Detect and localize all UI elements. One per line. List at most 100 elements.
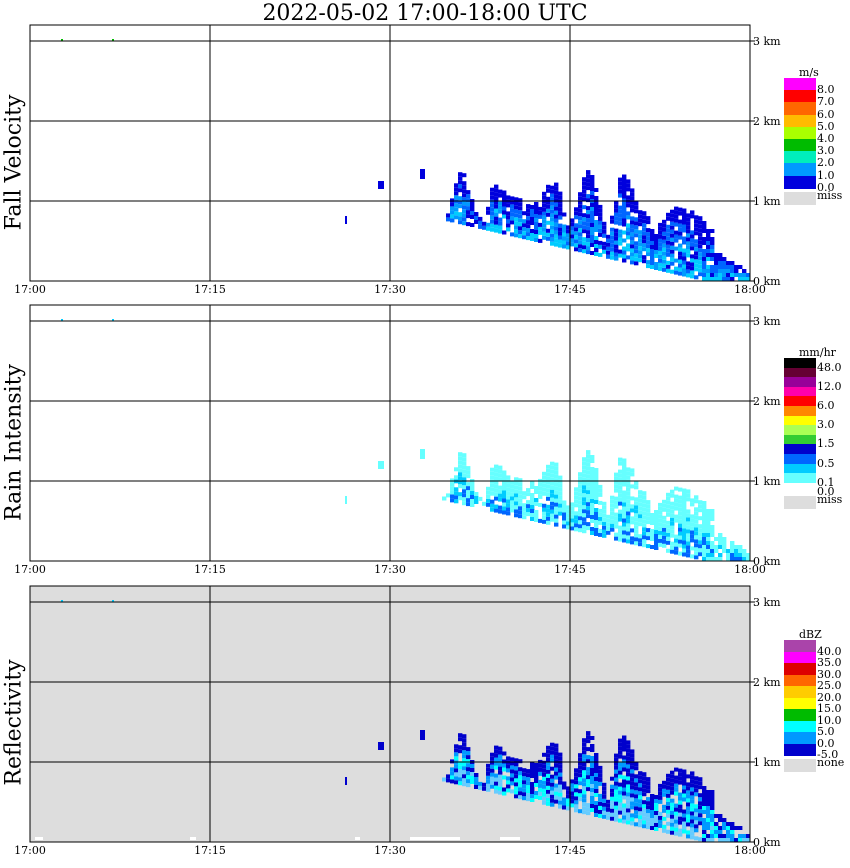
echo-cell [574, 776, 579, 781]
echo-cell [550, 794, 555, 799]
echo-cell [554, 775, 559, 780]
echo-cell [614, 769, 619, 774]
echo-cell [622, 206, 627, 211]
echo-cell [614, 801, 619, 806]
echo-cell [490, 471, 495, 476]
echo-cell [622, 755, 627, 760]
echo-cell [690, 230, 695, 235]
echo-cell [458, 472, 463, 477]
echo-cell [746, 277, 751, 281]
echo-cell [694, 539, 699, 544]
echo-cell [594, 785, 599, 789]
echo-cell [550, 225, 555, 230]
echo-cell [730, 838, 735, 842]
echo-cell [586, 803, 591, 808]
echo-cell [530, 233, 535, 237]
echo-cell [586, 747, 591, 752]
echo-cell [510, 789, 515, 794]
echo-cell [522, 495, 527, 500]
echo-cell [590, 796, 595, 800]
echo-cell [642, 816, 647, 821]
echo-cell [494, 224, 499, 229]
echo-cell [710, 509, 715, 513]
echo-cell [566, 509, 571, 514]
echo-cell [554, 799, 559, 804]
echo-cell [462, 778, 467, 783]
echo-cell [706, 798, 711, 802]
echo-cell [738, 277, 743, 281]
echo-cell [678, 235, 683, 240]
echo-cell [622, 791, 627, 796]
echo-cell [490, 483, 495, 488]
echo-cell [578, 484, 583, 489]
echo-cell [610, 788, 615, 793]
echo-cell [574, 768, 579, 773]
echo-cell [710, 834, 715, 838]
echo-cell [530, 794, 535, 798]
echo-cell [510, 484, 515, 489]
x-tick-label: 17:15 [194, 844, 226, 857]
echo-cell [682, 496, 687, 501]
echo-cell [702, 537, 707, 541]
echo-cell [674, 791, 679, 796]
echo-cell [638, 238, 643, 243]
echo-cell [626, 475, 631, 480]
echo-cell [574, 231, 579, 236]
echo-cell [554, 486, 559, 491]
echo-cell [674, 210, 679, 215]
echo-cell [574, 772, 579, 777]
echo-cell [550, 197, 555, 202]
echo-cell [466, 202, 471, 207]
echo-cell [458, 468, 463, 473]
echo-cell [626, 231, 631, 236]
echo-cell [706, 818, 711, 822]
echo-cell [530, 790, 535, 794]
echo-cell [594, 793, 599, 797]
echo-cell [582, 742, 587, 747]
echo-cell [582, 241, 587, 246]
echo-cell [706, 802, 711, 806]
echo-cell [634, 497, 639, 502]
echo-cell [642, 812, 647, 817]
echo-cell [494, 504, 499, 509]
echo-cell [698, 268, 703, 273]
echo-cell [634, 209, 639, 214]
echo-cell [526, 769, 531, 774]
echo-cell [690, 799, 695, 804]
echo-cell [678, 499, 683, 504]
colorbar-swatch [784, 697, 816, 710]
echo-cell [682, 208, 687, 213]
colorbar-missing-swatch [784, 496, 816, 510]
echo-cell [630, 236, 635, 241]
echo-cell [630, 228, 635, 233]
colorbar-swatch [784, 102, 816, 116]
echo-cell [634, 517, 639, 522]
echo-cell [558, 227, 563, 232]
echo-cell [598, 220, 603, 225]
echo-cell [546, 789, 551, 794]
echo-cell [594, 220, 599, 224]
echo-cell [614, 244, 619, 249]
echo-cell [554, 743, 559, 748]
echo-cell [726, 273, 731, 277]
echo-cell [590, 207, 595, 211]
echo-cell [510, 492, 515, 497]
echo-cell [666, 500, 671, 505]
echo-cell [610, 495, 615, 500]
echo-cell [698, 524, 703, 529]
echo-cell [682, 773, 687, 778]
echo-cell [590, 519, 595, 523]
echo-cell [586, 783, 591, 788]
echo-cell [710, 257, 715, 261]
echo-cell [678, 820, 683, 825]
echo-cell [702, 229, 707, 233]
echo-cell [510, 757, 515, 762]
echo-cell [466, 490, 471, 495]
echo-cell [494, 773, 499, 778]
echo-cell [738, 549, 743, 553]
echo-cell [586, 506, 591, 511]
echo-cell [506, 227, 511, 232]
echo-cell [550, 229, 555, 234]
echo-cell [458, 452, 463, 457]
echo-cell [494, 777, 499, 782]
